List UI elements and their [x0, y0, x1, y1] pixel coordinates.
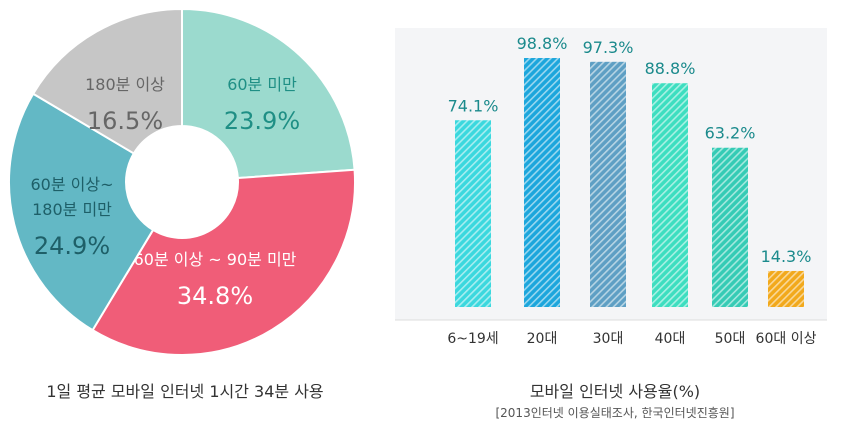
bar-chart-source: [2013인터넷 이용실태조사, 한국인터넷진흥원] [495, 406, 735, 420]
pie-slice-4 [31, 7, 183, 155]
bar-value-label: 98.8% [517, 34, 568, 53]
pie-slice-value: 16.5% [87, 107, 163, 135]
bar-chart-title: 모바일 인터넷 사용율(%) [529, 382, 701, 401]
bar-value-label: 14.3% [761, 247, 812, 266]
x-tick-label: 40대 [655, 331, 686, 347]
x-tick-label: 50대 [715, 331, 746, 347]
x-tick-label: 60대 이상 [756, 331, 817, 347]
bar-3 [590, 61, 626, 307]
x-tick-label: 30대 [593, 331, 624, 347]
pie-slice-label: 60분 이상~ [30, 175, 113, 194]
pie-slice-label: 60분 미만 [227, 75, 297, 94]
bar-value-label: 74.1% [448, 96, 499, 115]
x-tick-label: 6~19세 [447, 331, 498, 347]
pie-slice-label: 180분 미만 [32, 200, 112, 219]
bar-4 [652, 83, 688, 307]
pie-slice-label: 60분 이상 ~ 90분 미만 [134, 250, 297, 269]
bar-5 [712, 147, 748, 307]
pie-slice-value: 24.9% [34, 232, 110, 260]
bar-1 [455, 120, 491, 307]
donut-hole [127, 127, 237, 237]
bar-value-label: 88.8% [645, 59, 696, 78]
pie-chart-title: 1일 평균 모바일 인터넷 1시간 34분 사용 [46, 382, 324, 401]
bar-6 [768, 270, 804, 307]
pie-slice-value: 34.8% [177, 282, 253, 310]
bar-value-label: 63.2% [705, 124, 756, 143]
bar-2 [524, 58, 560, 307]
bar-chart: 74.1% 6~19세 98.8% 20대 97.3% 30대 88.8% 40대 63.2% 5… [395, 28, 827, 347]
x-tick-label: 20대 [527, 331, 558, 347]
pie-slice-label: 180분 이상 [85, 75, 165, 94]
pie-slice-value: 23.9% [224, 107, 300, 135]
pie-slice-1 [181, 7, 356, 180]
pie-slice-3 [8, 92, 155, 332]
bar-value-label: 97.3% [583, 38, 634, 57]
pie-slice-2 [91, 168, 356, 356]
donut-chart: 60분 미만 23.9% 60분 이상 ~ 90분 미만 34.8% 60분 이상~ 18… [8, 7, 356, 356]
